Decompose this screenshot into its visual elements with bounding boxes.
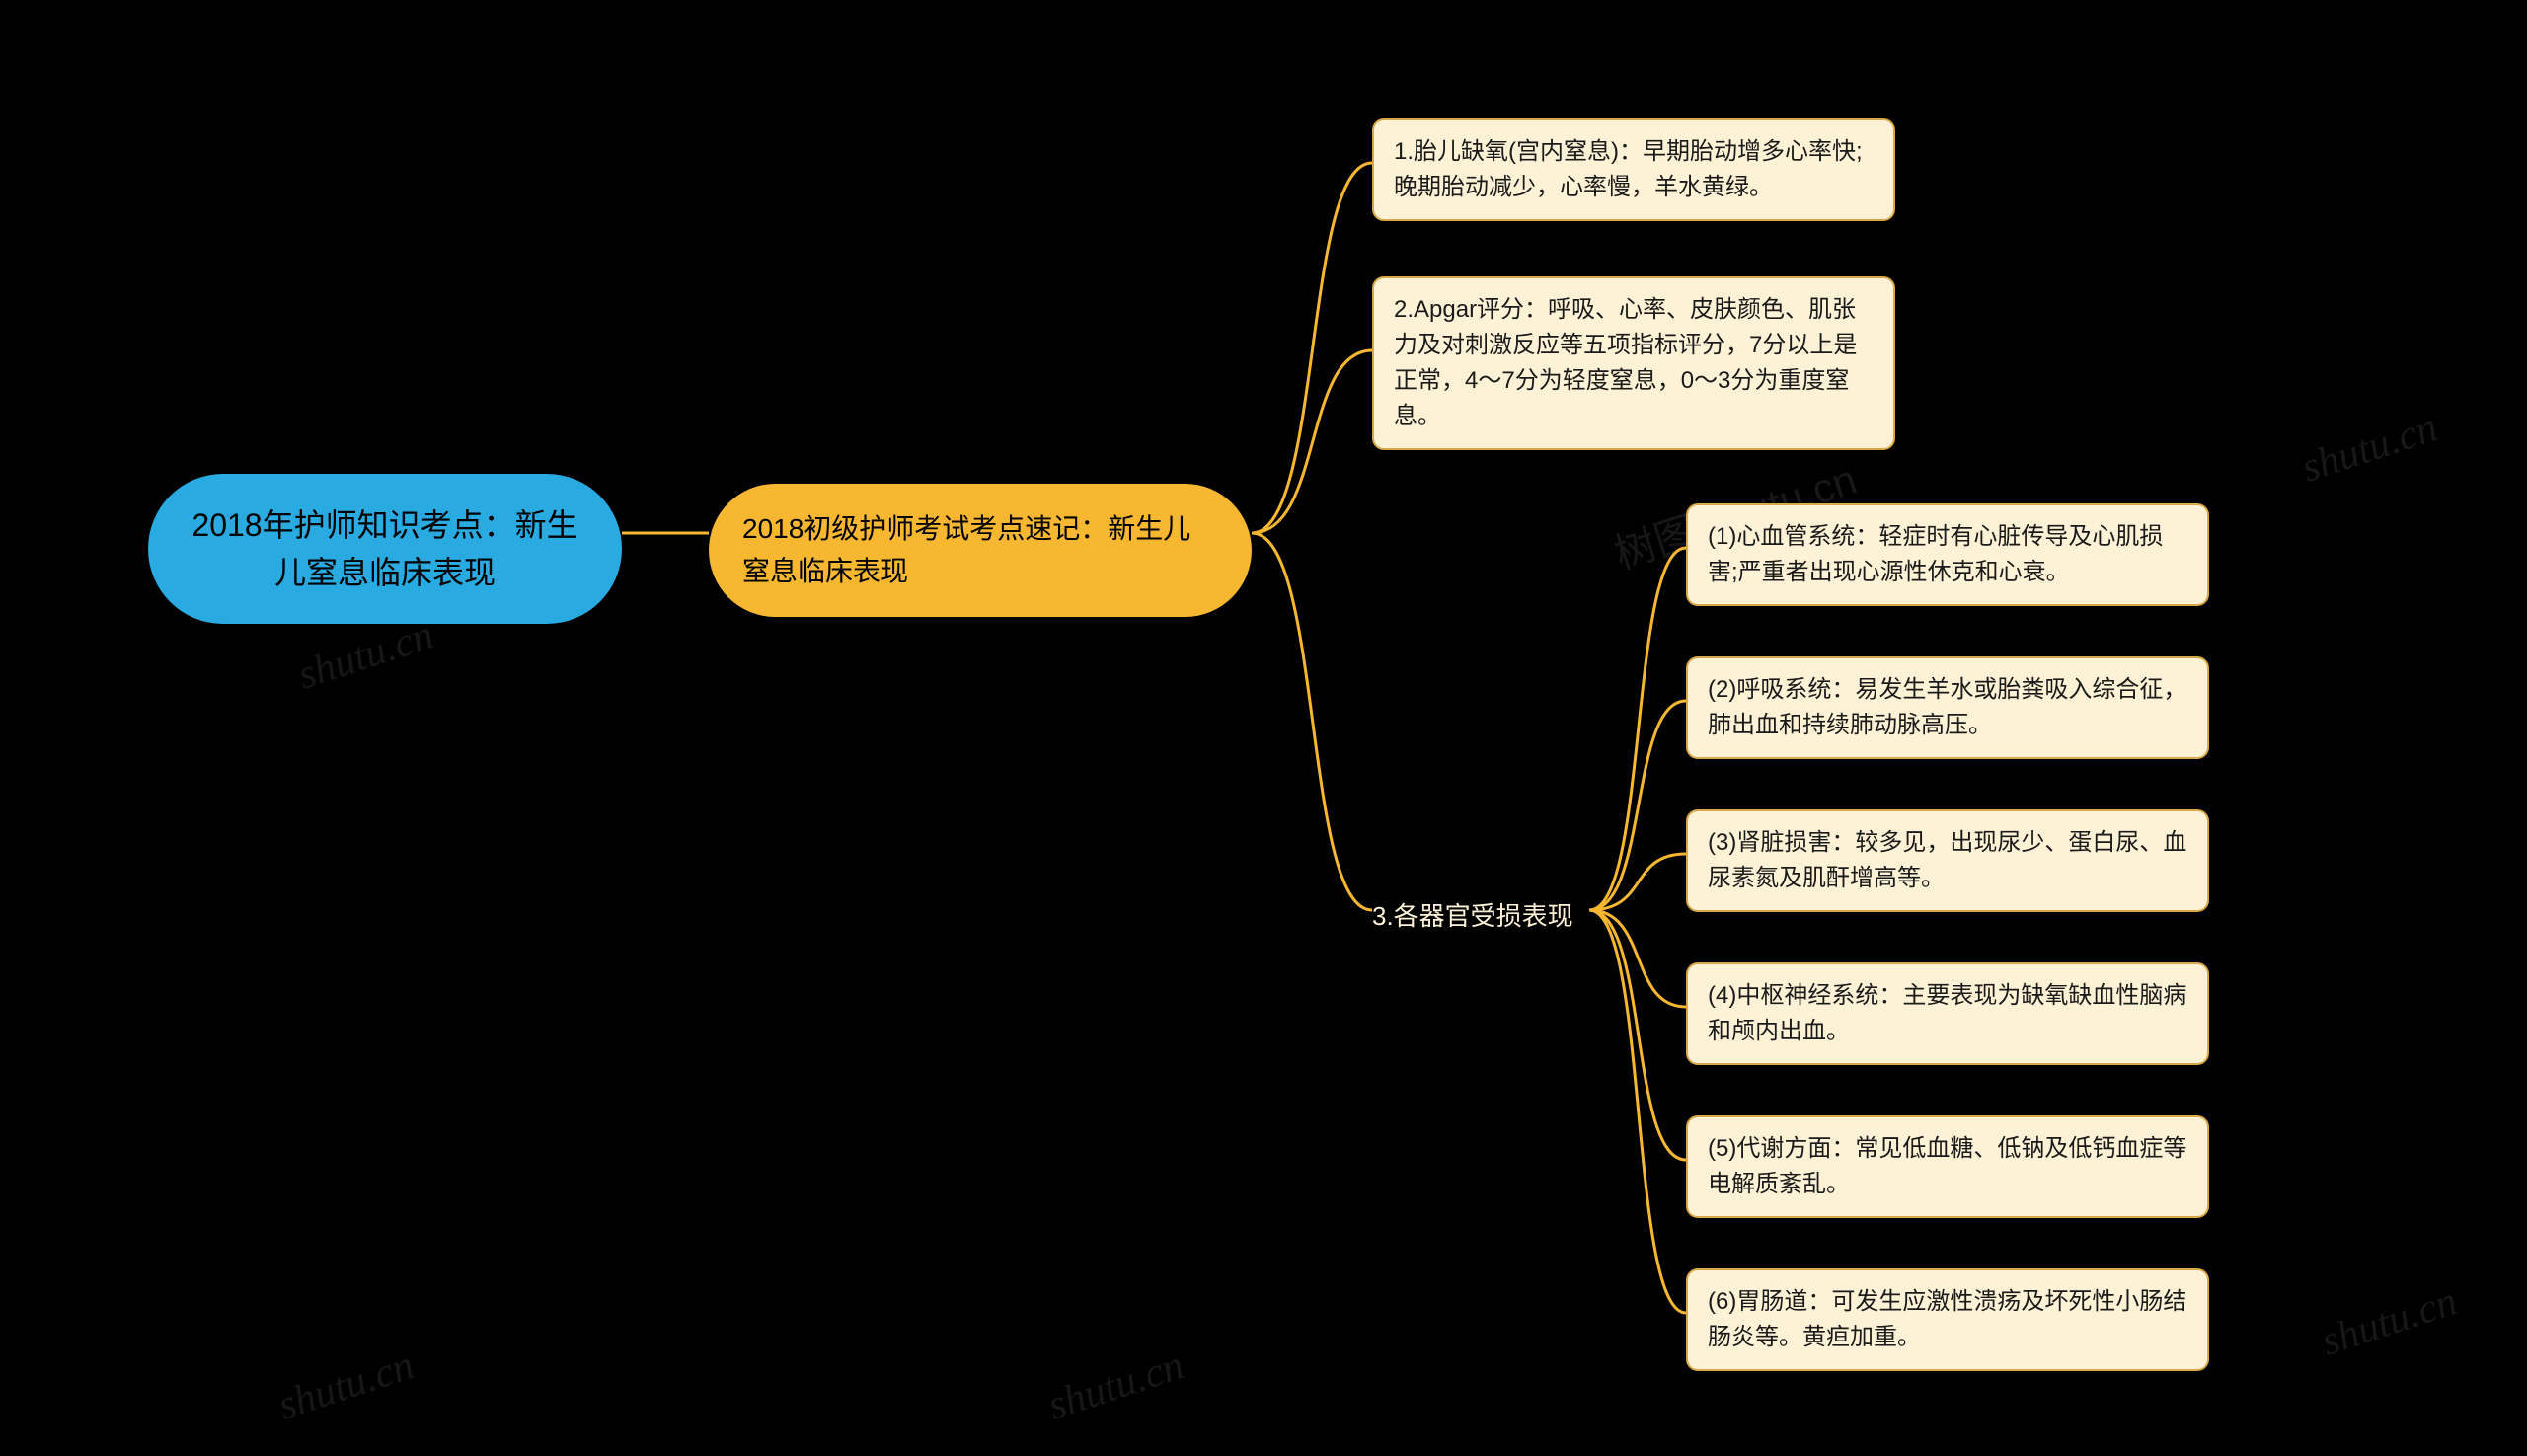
leaf-node[interactable]: (4)中枢神经系统：主要表现为缺氧缺血性脑病和颅内出血。 [1686,962,2209,1065]
leaf-node[interactable]: (5)代谢方面：常见低血糖、低钠及低钙血症等电解质紊乱。 [1686,1115,2209,1218]
level2-node[interactable]: 2018初级护师考试考点速记：新生儿窒息临床表现 [709,484,1252,617]
leaf-node[interactable]: 1.胎儿缺氧(宫内窒息)：早期胎动增多心率快;晚期胎动减少，心率慢，羊水黄绿。 [1372,118,1895,221]
root-node[interactable]: 2018年护师知识考点：新生儿窒息临床表现 [148,474,622,624]
branch-label[interactable]: 3.各器官受损表现 [1372,896,1573,933]
leaf-node[interactable]: (6)胃肠道：可发生应激性溃疡及坏死性小肠结肠炎等。黄疸加重。 [1686,1268,2209,1371]
mindmap-canvas: shutu.cn shutu.cn 树图 shutu.cn shutu.cn s… [0,0,2527,1456]
leaf-node[interactable]: 2.Apgar评分：呼吸、心率、皮肤颜色、肌张力及对刺激反应等五项指标评分，7分… [1372,276,1895,450]
watermark: shutu.cn [2296,404,2443,492]
leaf-node[interactable]: (1)心血管系统：轻症时有心脏传导及心肌损害;严重者出现心源性休克和心衰。 [1686,503,2209,606]
watermark: shutu.cn [2316,1277,2463,1365]
watermark: shutu.cn [1042,1341,1189,1429]
watermark: shutu.cn [272,1341,420,1429]
leaf-node[interactable]: (3)肾脏损害：较多见，出现尿少、蛋白尿、血尿素氮及肌酐增高等。 [1686,809,2209,912]
watermark: shutu.cn [292,611,439,699]
leaf-node[interactable]: (2)呼吸系统：易发生羊水或胎粪吸入综合征，肺出血和持续肺动脉高压。 [1686,656,2209,759]
